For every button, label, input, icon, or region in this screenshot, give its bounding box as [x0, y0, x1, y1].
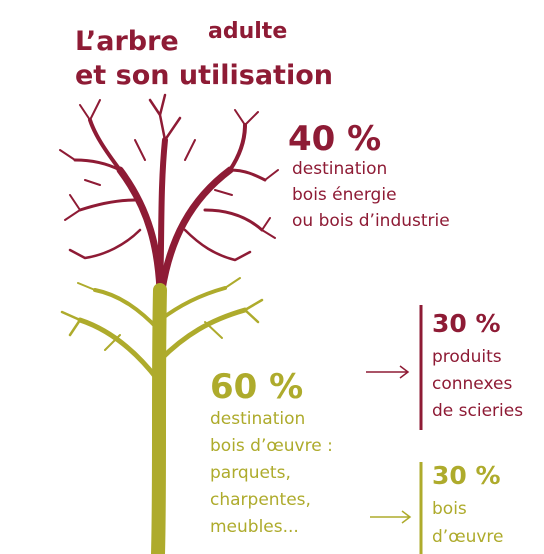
- tree: [60, 95, 278, 554]
- description-line: meubles...: [210, 517, 299, 537]
- description-line: d’œuvre: [432, 527, 504, 547]
- description-line: bois: [432, 499, 467, 519]
- arrow: [370, 511, 410, 523]
- description-line: destination: [292, 159, 387, 179]
- percent: 40 %: [288, 119, 381, 159]
- description-line: parquets,: [210, 463, 291, 483]
- description-line: charpentes,: [210, 490, 311, 510]
- description-line: de scieries: [432, 401, 523, 421]
- description-line: destination: [210, 409, 305, 429]
- percent: 30 %: [432, 309, 501, 338]
- description-line: ou bois d’industrie: [292, 211, 450, 231]
- title: L’arbre: [75, 26, 179, 57]
- title: et son utilisation: [75, 60, 333, 91]
- title: adulte: [208, 19, 287, 44]
- percent: 60 %: [210, 367, 303, 407]
- description-line: connexes: [432, 374, 512, 394]
- description-line: bois énergie: [292, 185, 397, 205]
- arrow: [366, 366, 408, 378]
- arrows: [366, 305, 421, 554]
- infographic: L’arbre adulte et son utilisation 40 % 6…: [0, 0, 544, 554]
- percent: 30 %: [432, 461, 501, 490]
- tree-crown: [60, 95, 278, 290]
- description-line: bois d’œuvre :: [210, 436, 333, 456]
- description-line: produits: [432, 347, 502, 367]
